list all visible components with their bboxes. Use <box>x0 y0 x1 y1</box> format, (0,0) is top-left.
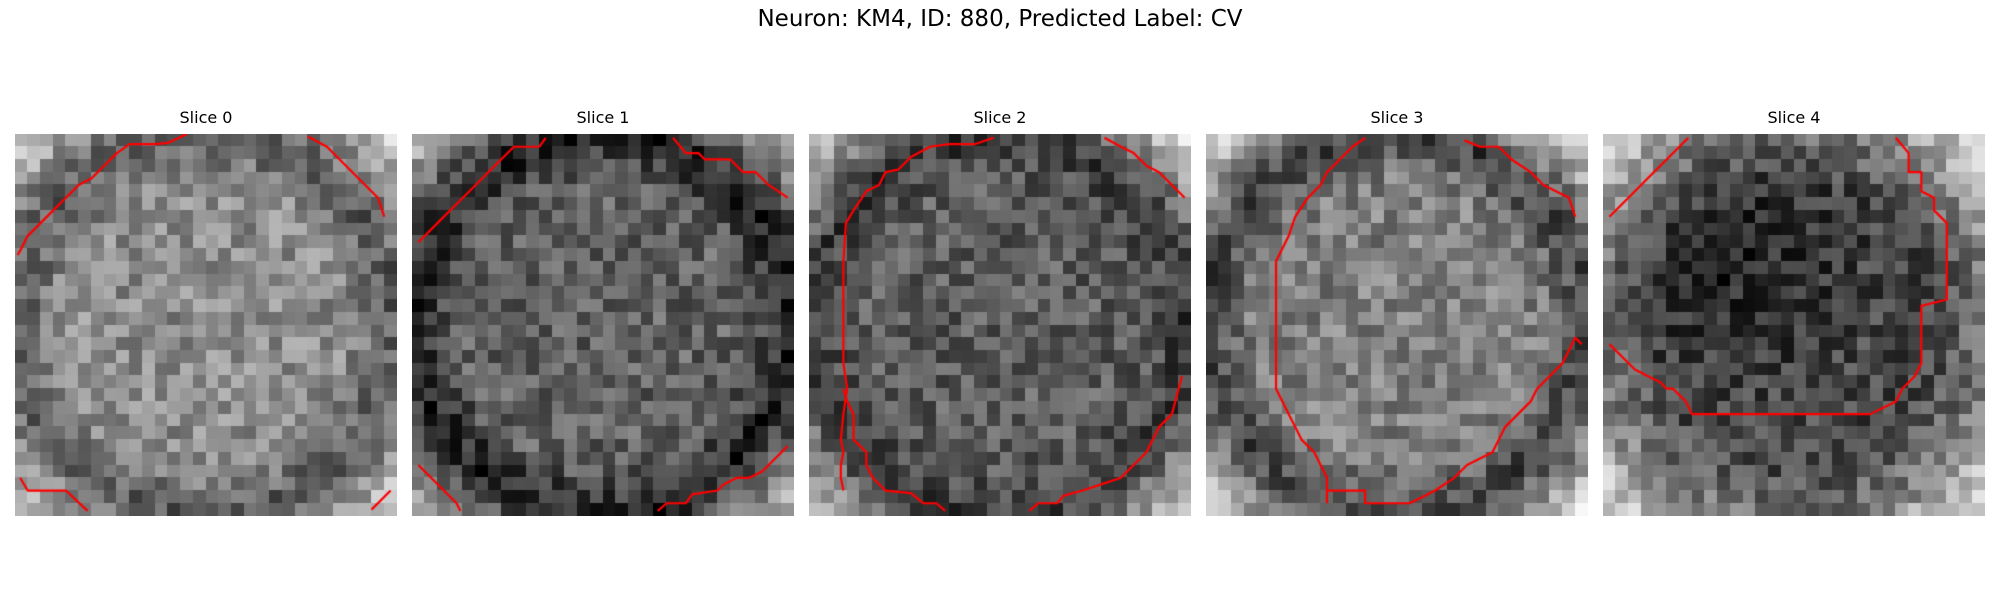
slice-title-4: Slice 4 <box>1767 108 1821 127</box>
slice-title-0: Slice 0 <box>179 108 233 127</box>
slice-image-1 <box>412 134 794 516</box>
slice-image-0 <box>15 134 397 516</box>
slice-panel-2: Slice 2 <box>809 108 1191 518</box>
slice-panel-4: Slice 4 <box>1603 108 1985 518</box>
slice-panel-3: Slice 3 <box>1206 108 1588 518</box>
slice-panel-0: Slice 0 <box>15 108 397 518</box>
slice-title-2: Slice 2 <box>973 108 1027 127</box>
slice-image-3 <box>1206 134 1588 516</box>
slice-title-1: Slice 1 <box>576 108 630 127</box>
slice-panel-1: Slice 1 <box>412 108 794 518</box>
slice-image-4 <box>1603 134 1985 516</box>
figure-title: Neuron: KM4, ID: 880, Predicted Label: C… <box>757 6 1243 32</box>
slice-title-3: Slice 3 <box>1370 108 1424 127</box>
slice-image-2 <box>809 134 1191 516</box>
